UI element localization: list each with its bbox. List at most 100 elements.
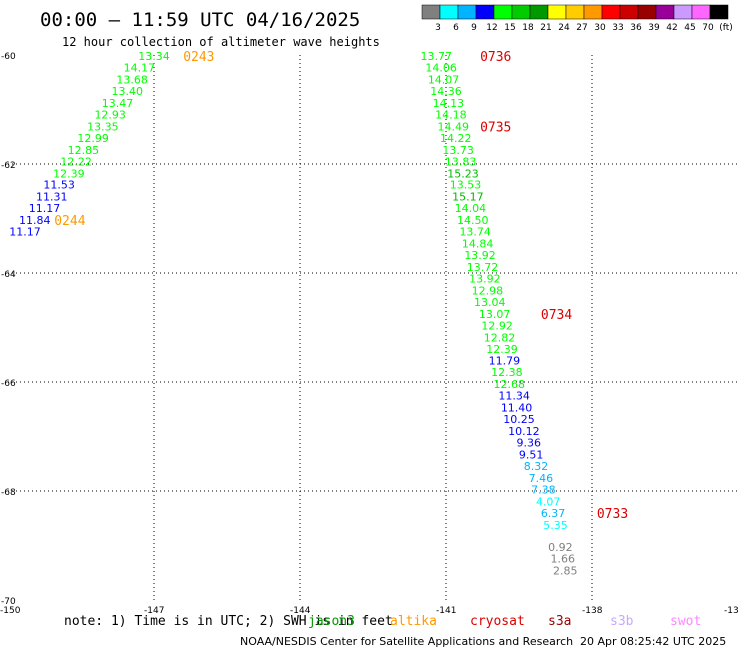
pass-time-label: 0735 xyxy=(480,120,511,135)
data-point: 11.31 xyxy=(36,191,68,204)
data-point: 12.22 xyxy=(60,155,92,168)
data-point: 12.93 xyxy=(94,108,126,121)
data-point: 10.12 xyxy=(508,425,540,438)
chart-subtitle: 12 hour collection of altimeter wave hei… xyxy=(62,35,380,49)
satellite-legend: jason3 altika cryosat s3a s3b swot xyxy=(308,614,701,629)
x-tick-label: -141 xyxy=(436,606,456,616)
credit-line: NOAA/NESDIS Center for Satellite Applica… xyxy=(240,635,573,648)
pass-time-label: 0244 xyxy=(54,214,85,229)
data-point: 13.74 xyxy=(459,226,491,239)
colorbar-swatch xyxy=(655,4,675,20)
data-point: 14.18 xyxy=(435,108,467,121)
data-point: 9.36 xyxy=(516,436,541,449)
data-point: 13.77 xyxy=(421,50,453,63)
axis-ticks: -60 -62 -64 -66 -68 -70-150 -147 -144 -141 -138 -1… xyxy=(0,52,739,616)
data-point: 14.50 xyxy=(457,214,489,227)
data-point: 11.40 xyxy=(501,402,533,415)
data-point: 12.39 xyxy=(486,343,518,356)
y-tick-label: -64 xyxy=(1,270,16,280)
y-tick-label: -70 xyxy=(1,597,16,607)
data-point: 12.82 xyxy=(484,331,516,344)
colorbar-swatch xyxy=(475,4,495,20)
satellite-legend-entry: cryosat xyxy=(470,614,525,629)
data-point: 14.06 xyxy=(425,62,457,75)
x-tick-label: -138 xyxy=(582,606,603,616)
colorbar-label: 24 xyxy=(558,23,570,33)
data-point: 13.34 xyxy=(138,50,170,63)
data-point: 13.04 xyxy=(474,296,506,309)
colorbar-swatch xyxy=(421,4,441,20)
data-point: 13.35 xyxy=(87,120,119,133)
satellite-legend-entry: s3a xyxy=(548,614,571,629)
data-point: 13.83 xyxy=(445,155,477,168)
data-point: 9.51 xyxy=(519,448,544,461)
data-points: 13.3414.1713.6813.4013.4712.9313.3512.99… xyxy=(9,50,577,577)
data-point: 12.39 xyxy=(53,167,85,180)
data-point: 13.07 xyxy=(479,308,511,321)
data-point: 6.37 xyxy=(541,507,566,520)
colorbar-swatch xyxy=(439,4,459,20)
colorbar-swatch xyxy=(601,4,621,20)
data-point: 15.17 xyxy=(452,191,484,204)
data-point: 14.36 xyxy=(430,85,462,98)
data-point: 11.34 xyxy=(498,390,530,403)
data-point: 5.35 xyxy=(543,519,568,532)
data-point: 12.92 xyxy=(481,319,513,332)
data-point: 14.04 xyxy=(455,202,487,215)
colorbar-swatch xyxy=(709,4,729,20)
data-point: 13.40 xyxy=(111,85,143,98)
colorbar-swatch xyxy=(619,4,639,20)
colorbar-label: 21 xyxy=(540,23,551,33)
pass-time-label: 0733 xyxy=(597,507,628,522)
colorbar-label: 30 xyxy=(594,23,606,33)
data-point: 13.72 xyxy=(467,261,499,274)
colorbar-label: 42 xyxy=(666,23,677,33)
data-point: 2.85 xyxy=(553,565,578,578)
data-point: 1.66 xyxy=(551,553,576,566)
data-point: 14.17 xyxy=(124,62,156,75)
x-tick-label: -150 xyxy=(0,606,21,616)
timestamp: 20 Apr 08:25:42 UTC 2025 xyxy=(580,635,726,648)
x-tick-label: -13 xyxy=(724,606,739,616)
data-point: 10.25 xyxy=(503,413,535,426)
satellite-legend-entry: swot xyxy=(670,614,701,629)
data-point: 7.38 xyxy=(531,483,556,496)
data-point: 13.53 xyxy=(450,179,482,192)
data-point: 13.68 xyxy=(116,74,148,87)
data-point: 11.17 xyxy=(29,202,61,215)
y-tick-label: -68 xyxy=(1,488,16,498)
data-point: 14.49 xyxy=(438,120,470,133)
data-point: 14.07 xyxy=(428,74,460,87)
colorbar-swatch xyxy=(673,4,693,20)
data-point: 15.23 xyxy=(447,167,479,180)
data-point: 8.32 xyxy=(524,460,549,473)
satellite-legend-entry: s3b xyxy=(610,614,634,629)
data-point: 11.84 xyxy=(19,214,51,227)
y-tick-label: -62 xyxy=(1,161,16,171)
data-point: 4.07 xyxy=(536,495,561,508)
pass-time-label: 0736 xyxy=(480,50,511,65)
data-point: 0.92 xyxy=(548,541,573,554)
data-point: 12.99 xyxy=(77,132,109,145)
colorbar-swatch xyxy=(583,4,603,20)
data-point: 11.17 xyxy=(9,226,41,239)
data-point: 12.38 xyxy=(491,366,523,379)
data-point: 14.84 xyxy=(462,238,494,251)
colorbar-label: 70 xyxy=(702,23,714,33)
colorbar-swatch xyxy=(529,4,549,20)
data-point: 11.79 xyxy=(489,355,521,368)
pass-time-label: 0734 xyxy=(541,308,572,323)
colorbar-swatch xyxy=(493,4,513,20)
colorbar-label: (ft) xyxy=(719,23,733,33)
data-point: 13.92 xyxy=(469,272,501,285)
footnote: note: 1) Time is in UTC; 2) SWH is in fe… xyxy=(64,614,393,629)
colorbar-label: 36 xyxy=(630,23,642,33)
colorbar-label: 3 xyxy=(435,23,441,33)
plot-grid xyxy=(8,55,738,600)
pass-time-label: 0243 xyxy=(183,50,214,65)
colorbar-label: 27 xyxy=(576,23,587,33)
colorbar-label: 15 xyxy=(504,23,515,33)
data-point: 11.53 xyxy=(43,179,75,192)
chart-title: 00:00 – 11:59 UTC 04/16/2025 xyxy=(40,9,360,31)
